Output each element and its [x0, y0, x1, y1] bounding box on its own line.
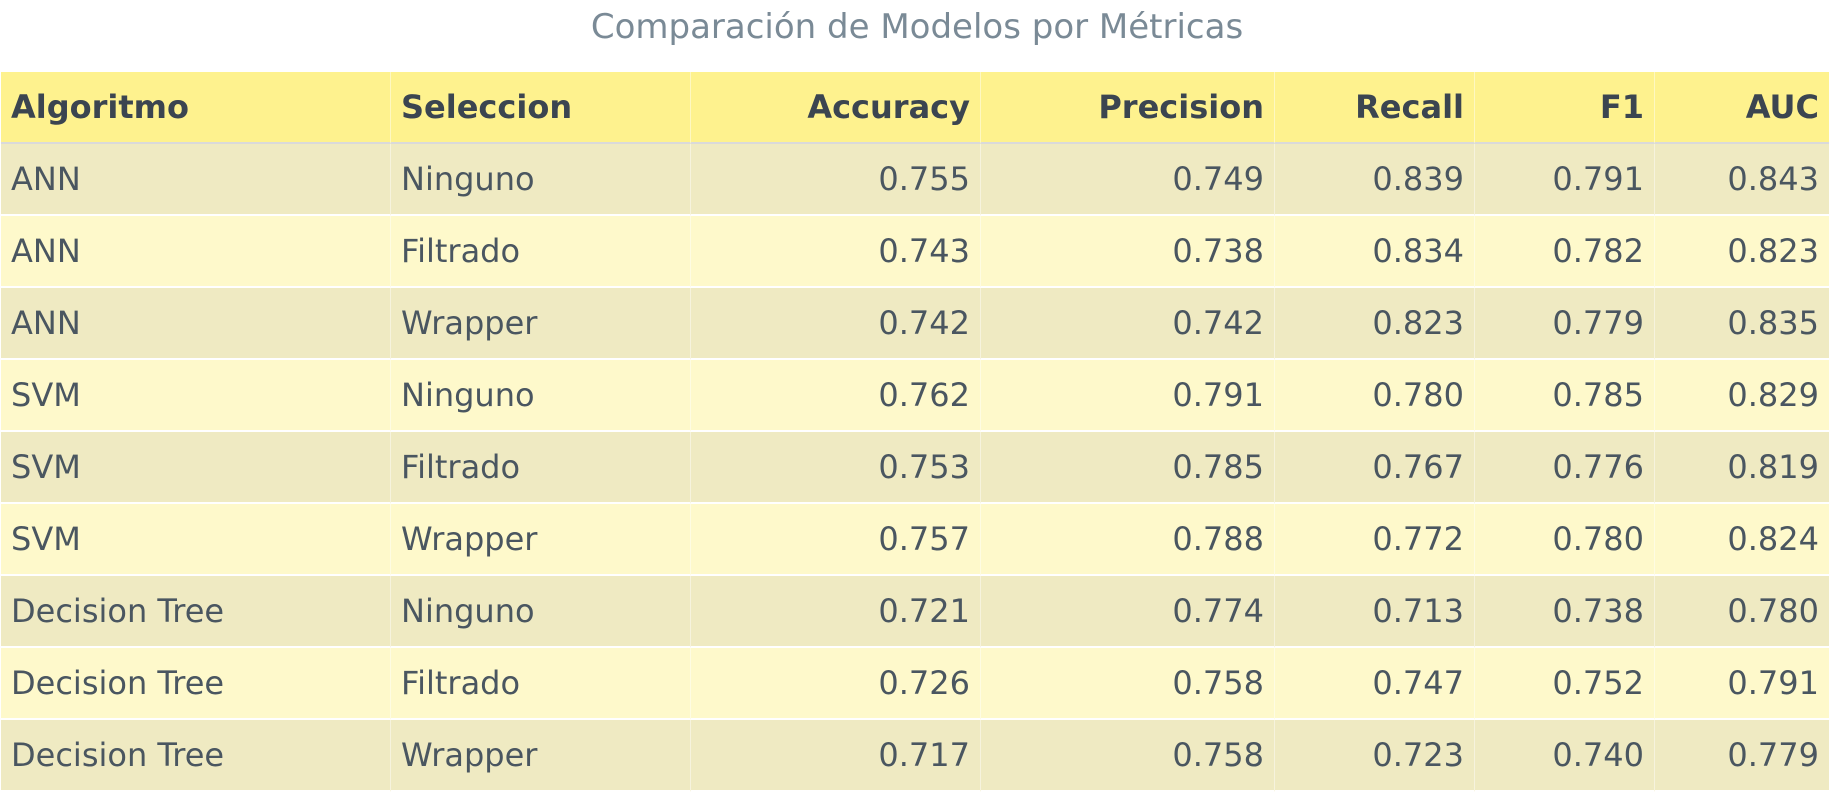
cell-auc: 0.779 — [1655, 720, 1829, 792]
table-header: Algoritmo Seleccion Accuracy Precision R… — [1, 72, 1829, 144]
cell-f1: 0.779 — [1475, 288, 1655, 360]
cell-seleccion: Ninguno — [391, 144, 691, 216]
cell-precision: 0.758 — [981, 720, 1275, 792]
cell-accuracy: 0.755 — [691, 144, 981, 216]
table-row: SVM Filtrado 0.753 0.785 0.767 0.776 0.819 — [1, 432, 1829, 504]
table-row: ANN Wrapper 0.742 0.742 0.823 0.779 0.835 — [1, 288, 1829, 360]
cell-seleccion: Ninguno — [391, 576, 691, 648]
metrics-table: Algoritmo Seleccion Accuracy Precision R… — [1, 72, 1829, 792]
cell-accuracy: 0.753 — [691, 432, 981, 504]
header-seleccion: Seleccion — [391, 72, 691, 144]
cell-recall: 0.713 — [1275, 576, 1475, 648]
cell-auc: 0.829 — [1655, 360, 1829, 432]
cell-f1: 0.752 — [1475, 648, 1655, 720]
cell-algoritmo: Decision Tree — [1, 720, 391, 792]
cell-precision: 0.791 — [981, 360, 1275, 432]
cell-f1: 0.740 — [1475, 720, 1655, 792]
header-algoritmo: Algoritmo — [1, 72, 391, 144]
cell-precision: 0.774 — [981, 576, 1275, 648]
cell-accuracy: 0.726 — [691, 648, 981, 720]
cell-algoritmo: SVM — [1, 432, 391, 504]
cell-accuracy: 0.721 — [691, 576, 981, 648]
cell-precision: 0.785 — [981, 432, 1275, 504]
cell-algoritmo: ANN — [1, 144, 391, 216]
cell-recall: 0.834 — [1275, 216, 1475, 288]
cell-f1: 0.780 — [1475, 504, 1655, 576]
cell-auc: 0.823 — [1655, 216, 1829, 288]
cell-algoritmo: SVM — [1, 504, 391, 576]
cell-seleccion: Filtrado — [391, 216, 691, 288]
cell-precision: 0.738 — [981, 216, 1275, 288]
table-row: Decision Tree Filtrado 0.726 0.758 0.747 0.75… — [1, 648, 1829, 720]
table-row: ANN Ninguno 0.755 0.749 0.839 0.791 0.843 — [1, 144, 1829, 216]
cell-precision: 0.749 — [981, 144, 1275, 216]
cell-algoritmo: Decision Tree — [1, 576, 391, 648]
table-body: ANN Ninguno 0.755 0.749 0.839 0.791 0.843 ANN Fi… — [1, 144, 1829, 792]
cell-f1: 0.782 — [1475, 216, 1655, 288]
table-row: Decision Tree Ninguno 0.721 0.774 0.713 0.738… — [1, 576, 1829, 648]
cell-auc: 0.791 — [1655, 648, 1829, 720]
cell-algoritmo: ANN — [1, 216, 391, 288]
cell-auc: 0.835 — [1655, 288, 1829, 360]
cell-algoritmo: Decision Tree — [1, 648, 391, 720]
chart-title: Comparación de Modelos por Métricas — [590, 7, 1244, 47]
cell-accuracy: 0.743 — [691, 216, 981, 288]
cell-algoritmo: ANN — [1, 288, 391, 360]
cell-recall: 0.747 — [1275, 648, 1475, 720]
cell-accuracy: 0.717 — [691, 720, 981, 792]
table-row: SVM Wrapper 0.757 0.788 0.772 0.780 0.824 — [1, 504, 1829, 576]
metrics-table-container: Algoritmo Seleccion Accuracy Precision R… — [1, 72, 1829, 792]
table-row: ANN Filtrado 0.743 0.738 0.834 0.782 0.823 — [1, 216, 1829, 288]
cell-f1: 0.791 — [1475, 144, 1655, 216]
cell-recall: 0.767 — [1275, 432, 1475, 504]
cell-seleccion: Wrapper — [391, 720, 691, 792]
cell-recall: 0.780 — [1275, 360, 1475, 432]
header-f1: F1 — [1475, 72, 1655, 144]
cell-auc: 0.824 — [1655, 504, 1829, 576]
cell-seleccion: Wrapper — [391, 504, 691, 576]
table-row: SVM Ninguno 0.762 0.791 0.780 0.785 0.829 — [1, 360, 1829, 432]
header-recall: Recall — [1275, 72, 1475, 144]
cell-accuracy: 0.757 — [691, 504, 981, 576]
cell-accuracy: 0.762 — [691, 360, 981, 432]
cell-f1: 0.776 — [1475, 432, 1655, 504]
cell-seleccion: Ninguno — [391, 360, 691, 432]
cell-seleccion: Wrapper — [391, 288, 691, 360]
cell-algoritmo: SVM — [1, 360, 391, 432]
cell-precision: 0.758 — [981, 648, 1275, 720]
cell-f1: 0.738 — [1475, 576, 1655, 648]
table-row: Decision Tree Wrapper 0.717 0.758 0.723 0.740… — [1, 720, 1829, 792]
header-accuracy: Accuracy — [691, 72, 981, 144]
header-precision: Precision — [981, 72, 1275, 144]
cell-recall: 0.723 — [1275, 720, 1475, 792]
cell-auc: 0.780 — [1655, 576, 1829, 648]
cell-recall: 0.839 — [1275, 144, 1475, 216]
cell-precision: 0.742 — [981, 288, 1275, 360]
cell-recall: 0.823 — [1275, 288, 1475, 360]
header-row: Algoritmo Seleccion Accuracy Precision R… — [1, 72, 1829, 144]
cell-recall: 0.772 — [1275, 504, 1475, 576]
header-auc: AUC — [1655, 72, 1829, 144]
cell-auc: 0.843 — [1655, 144, 1829, 216]
cell-f1: 0.785 — [1475, 360, 1655, 432]
cell-auc: 0.819 — [1655, 432, 1829, 504]
cell-seleccion: Filtrado — [391, 432, 691, 504]
cell-seleccion: Filtrado — [391, 648, 691, 720]
cell-accuracy: 0.742 — [691, 288, 981, 360]
cell-precision: 0.788 — [981, 504, 1275, 576]
